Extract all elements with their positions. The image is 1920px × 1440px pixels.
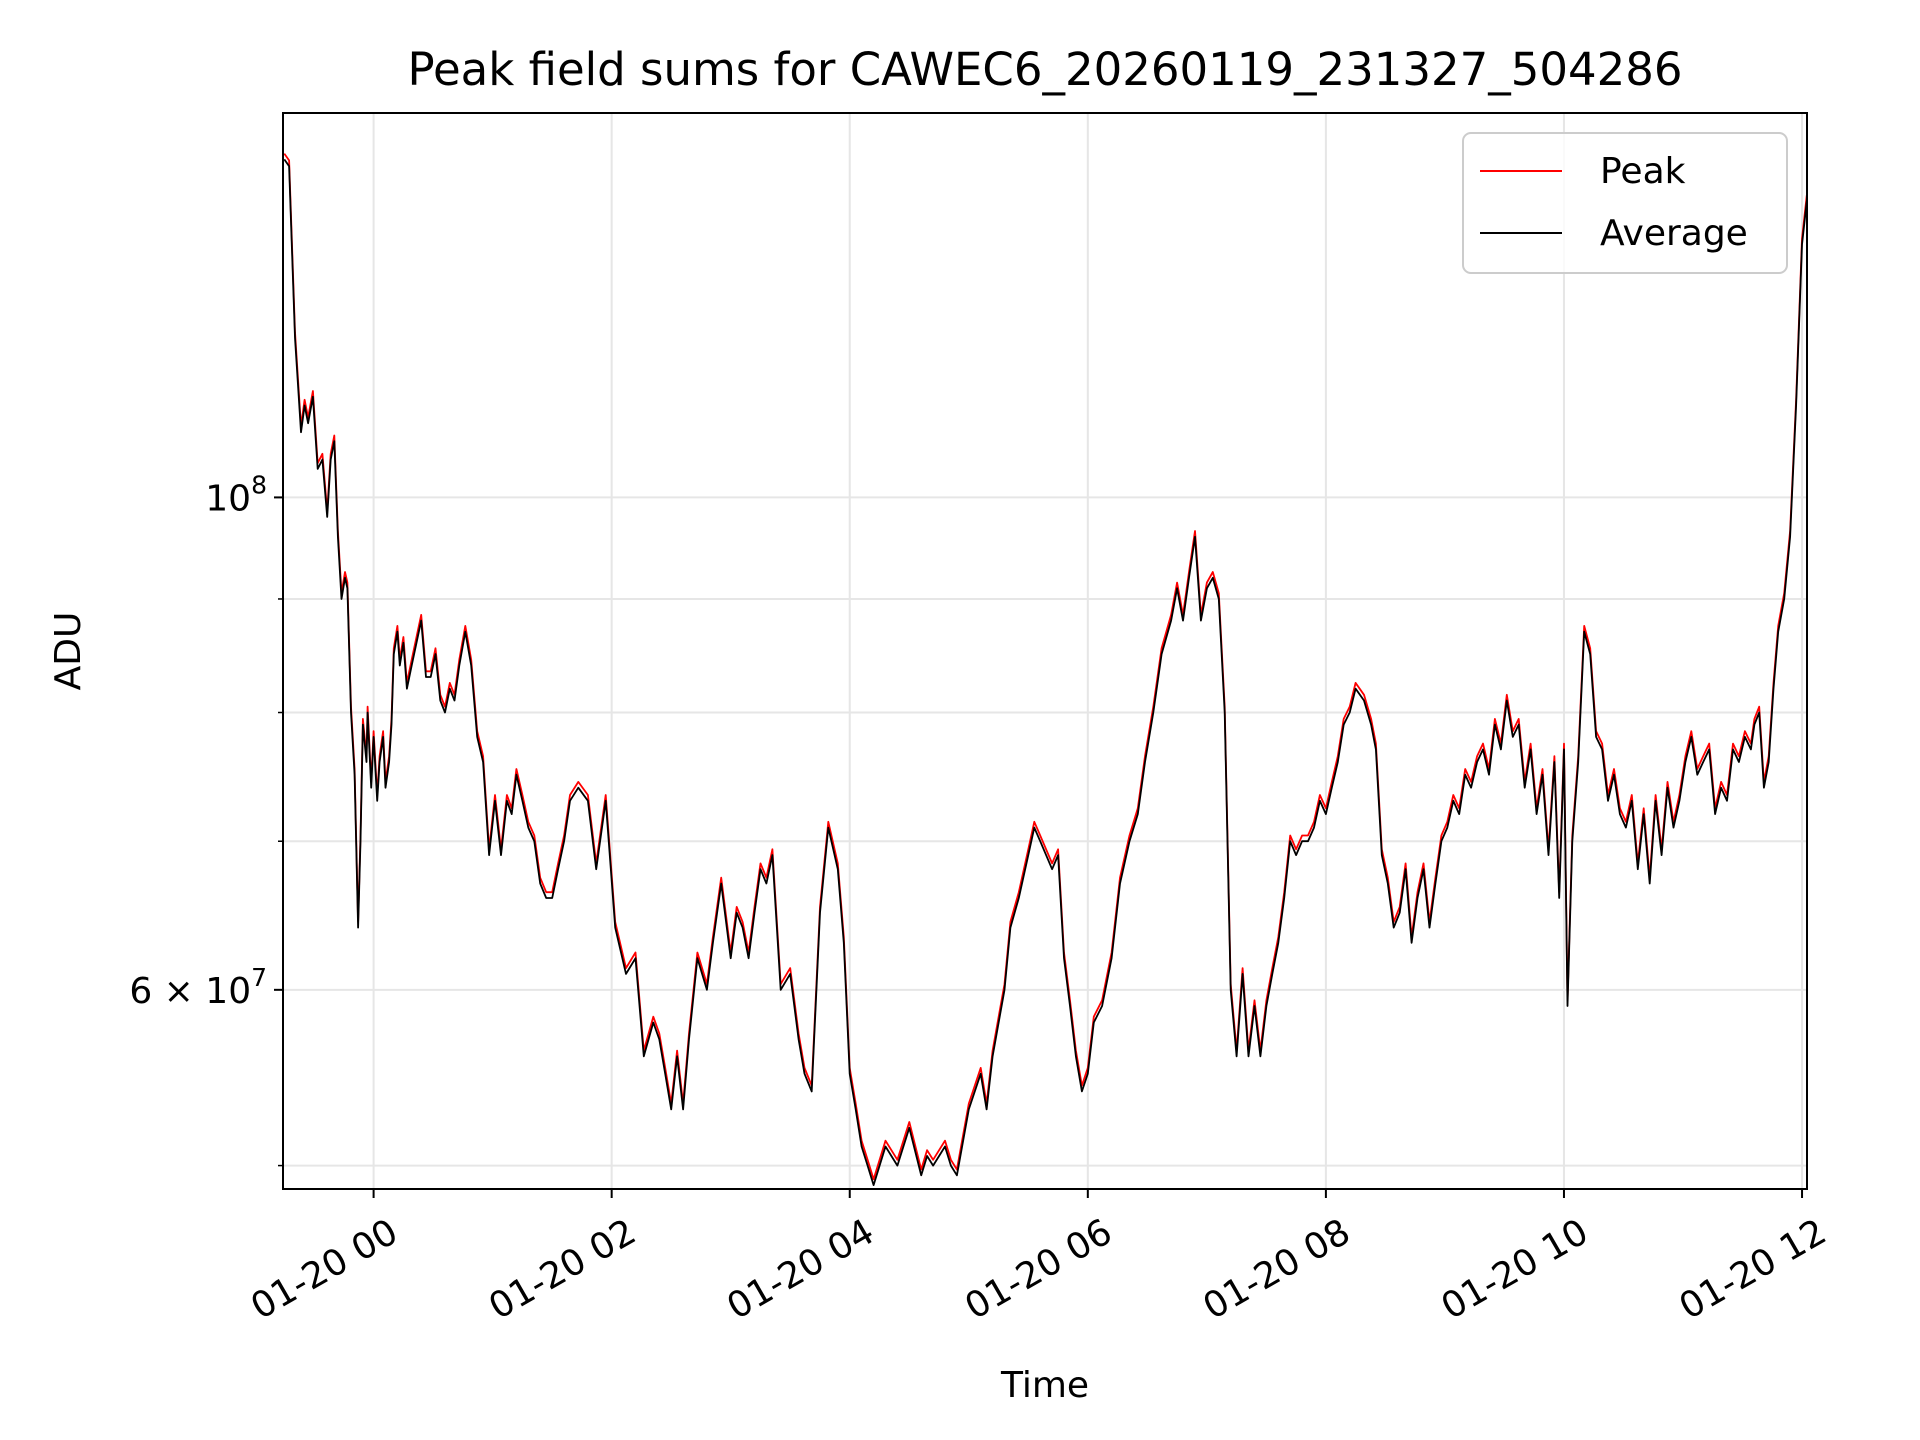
series-line-average — [283, 158, 1808, 1186]
data-series-lines — [283, 153, 1808, 1186]
x-tick-label: 01-20 08 — [1197, 1211, 1358, 1327]
x-tick-label: 01-20 00 — [244, 1211, 405, 1327]
x-tick-label: 01-20 06 — [958, 1211, 1119, 1327]
legend-label-average: Average — [1600, 213, 1748, 254]
y-tick-label: 108 — [205, 470, 267, 519]
x-tick-label: 01-20 04 — [720, 1211, 881, 1327]
y-tick-label: 6 × 107 — [129, 963, 267, 1012]
legend-box — [1462, 132, 1788, 274]
grid-lines — [283, 113, 1807, 1189]
x-axis-label: Time — [1000, 1365, 1089, 1406]
y-axis-label: ADU — [48, 612, 89, 691]
plot-frame — [282, 112, 1808, 1190]
legend-label-peak: Peak — [1600, 151, 1686, 192]
series-line-peak — [283, 153, 1808, 1181]
x-tick-label: 01-20 12 — [1673, 1211, 1834, 1327]
legend: Peak Average — [1462, 132, 1788, 274]
chart-title: Peak field sums for CAWEC6_20260119_2313… — [407, 43, 1682, 96]
x-tick-label: 01-20 02 — [482, 1211, 643, 1327]
x-tick-label: 01-20 10 — [1435, 1211, 1596, 1327]
